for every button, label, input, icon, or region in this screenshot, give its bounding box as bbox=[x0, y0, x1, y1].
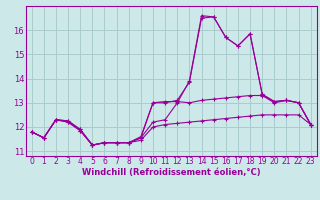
X-axis label: Windchill (Refroidissement éolien,°C): Windchill (Refroidissement éolien,°C) bbox=[82, 168, 260, 177]
